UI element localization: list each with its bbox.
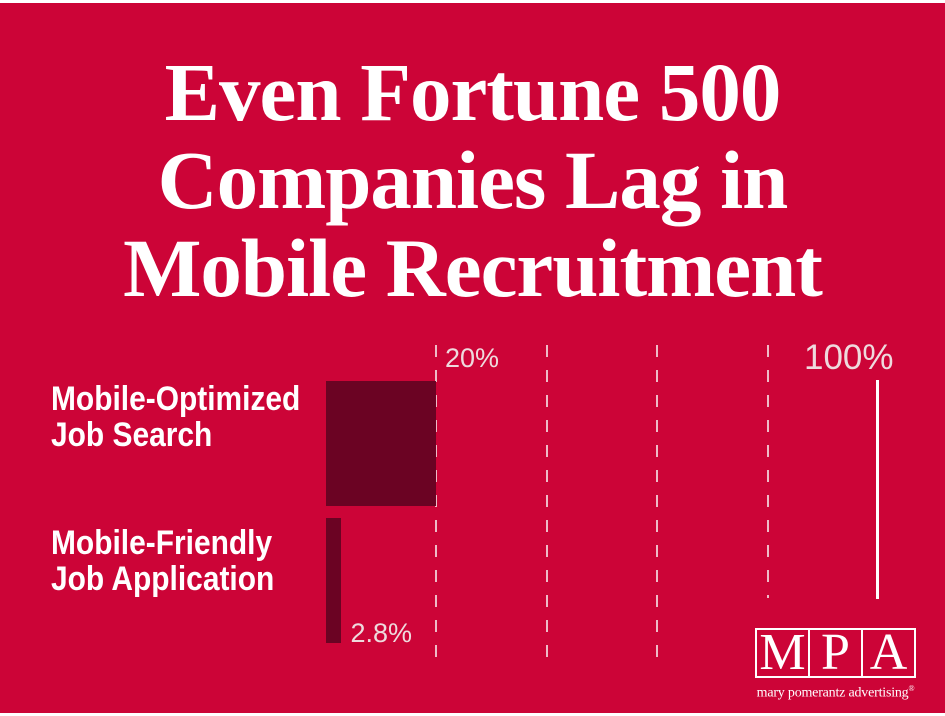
logo-letter-p: P <box>810 630 863 676</box>
logo-tagline: mary pomerantz advertising® <box>755 681 916 701</box>
mpa-logo: M P A mary pomerantz advertising® <box>755 628 916 701</box>
logo-letter-m: M <box>757 630 810 676</box>
solid-line-100-percent <box>876 380 879 599</box>
page-title: Even Fortune 500 Companies Lag in Mobile… <box>0 48 945 312</box>
dashed-gridline-80-percent <box>766 345 769 598</box>
bottom-white-border <box>0 713 945 716</box>
logo-letter-a: A <box>869 630 908 676</box>
bar-mobile-optimized-job-search <box>326 381 437 506</box>
registered-trademark-icon: ® <box>908 684 915 693</box>
value-label-2-8-percent: 2.8% <box>350 618 412 648</box>
dashed-gridline-20-percent <box>435 345 438 665</box>
bar-mobile-friendly-job-application: 2.8% <box>326 518 412 647</box>
axis-tick-100-percent-label: 100% <box>804 338 894 377</box>
category-label-mobile-optimized-job-search: Mobile-Optimized Job Search <box>51 380 301 454</box>
title-line-1: Even Fortune 500 <box>164 46 782 138</box>
logo-tagline-text: mary pomerantz advertising <box>756 685 909 701</box>
dashed-gridline-60-percent <box>656 345 659 665</box>
dashed-gridline-40-percent <box>545 345 548 665</box>
top-white-border <box>0 0 945 3</box>
mpa-logo-box: M P A <box>755 628 916 678</box>
title-line-2: Companies Lag in <box>157 134 789 226</box>
category-label-mobile-friendly-job-application: Mobile-Friendly Job Application <box>51 524 275 598</box>
title-line-3: Mobile Recruitment <box>123 222 823 314</box>
axis-tick-20-percent-label: 20% <box>445 343 500 373</box>
bar-chart-plot-area: 2.8% <box>326 345 879 665</box>
